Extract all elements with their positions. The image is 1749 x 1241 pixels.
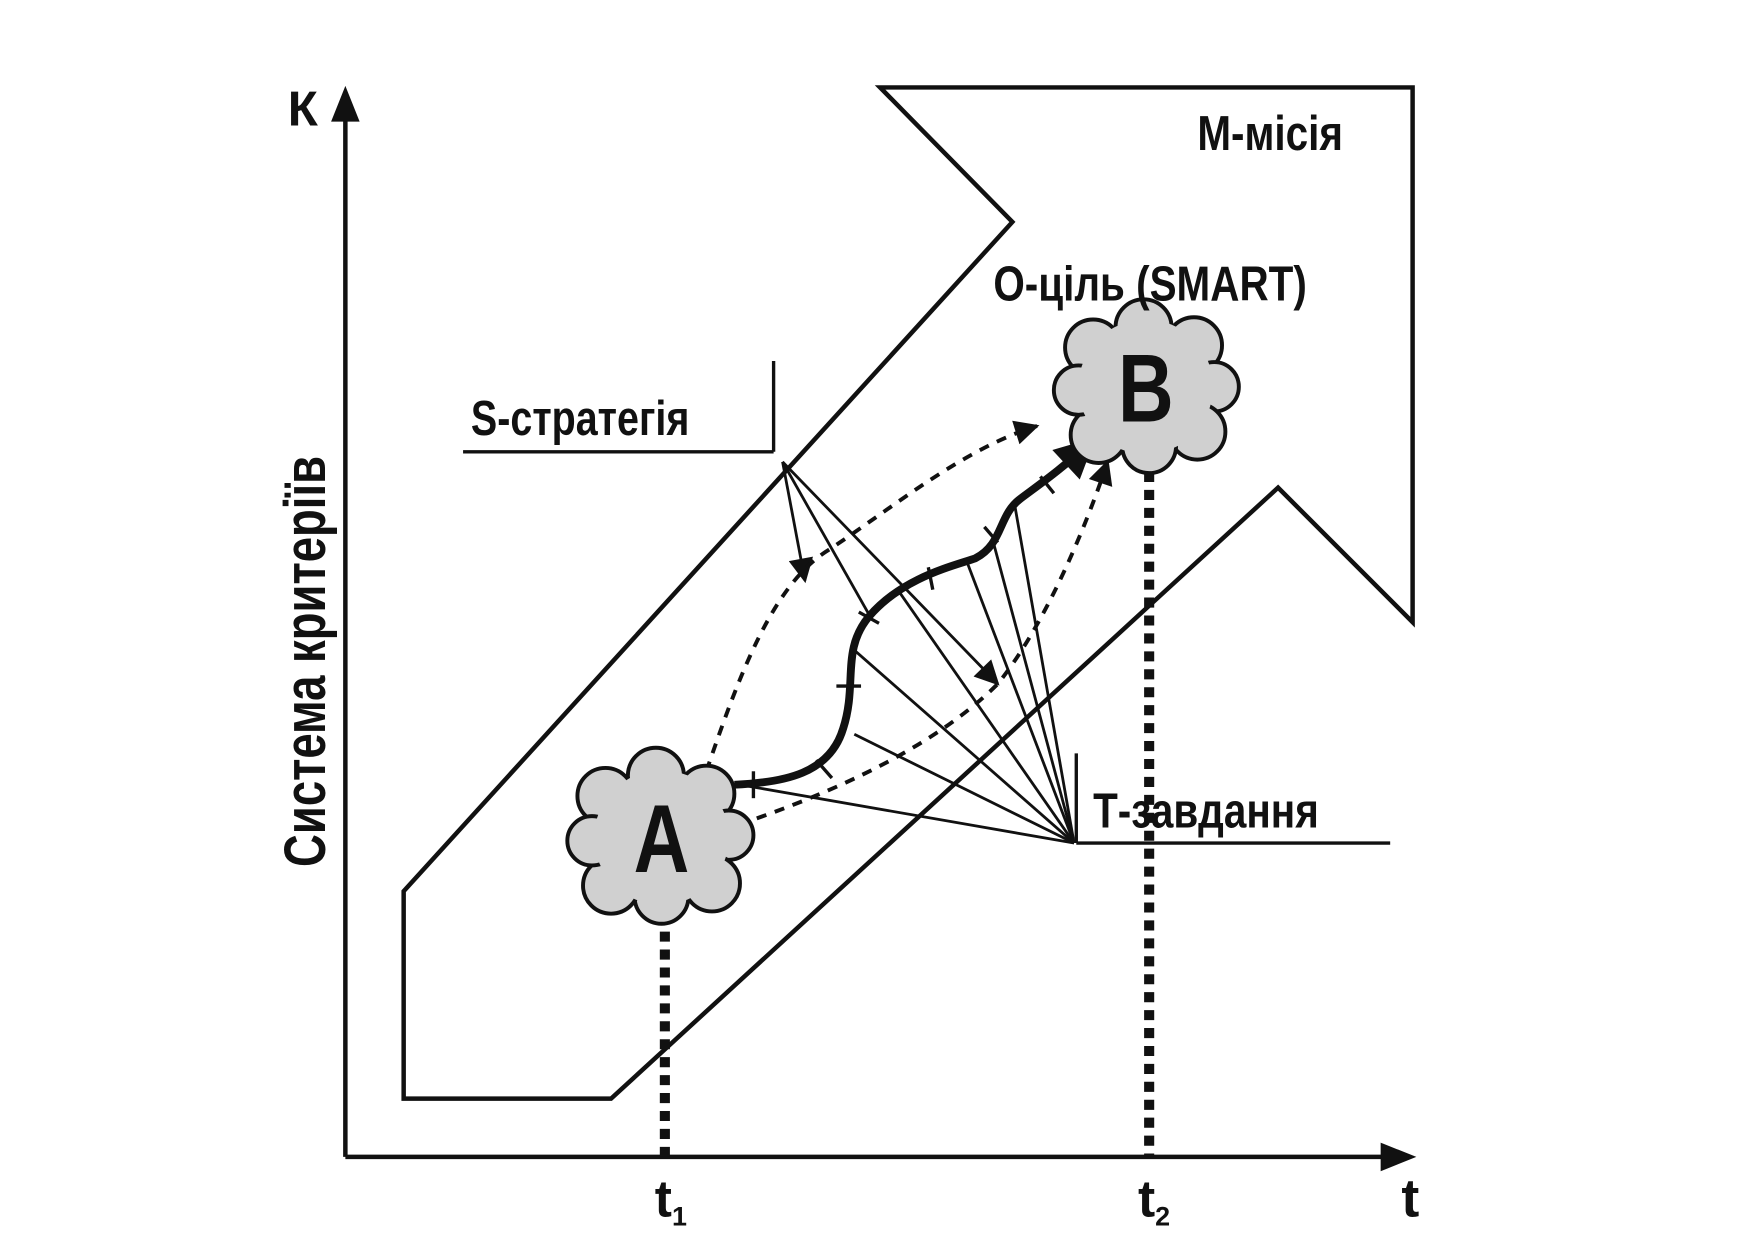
cloud-a xyxy=(565,745,756,926)
y-title: Система критеріїв xyxy=(274,456,339,867)
strategy-fan xyxy=(781,460,1000,686)
task-fan xyxy=(739,504,1076,845)
layout xyxy=(331,85,1417,1172)
alt-path xyxy=(756,459,1113,821)
y-arrow xyxy=(331,85,360,122)
task-label: Т-завдання xyxy=(1093,782,1319,838)
y-letter: К xyxy=(288,82,319,137)
mission-band xyxy=(401,85,1415,1101)
x-arrow xyxy=(1380,1142,1417,1172)
t2-label: t2 xyxy=(1138,1169,1170,1231)
t1-label: t1 xyxy=(655,1169,687,1231)
goal-label: О-ціль (SMART) xyxy=(993,256,1306,312)
t1-letter: t xyxy=(655,1169,672,1227)
main-path xyxy=(734,437,1096,789)
x-letter: t xyxy=(1401,1168,1419,1228)
t1-sub: 1 xyxy=(672,1201,687,1231)
alt-path xyxy=(704,420,1040,772)
t2-letter: t xyxy=(1138,1169,1155,1227)
t2-sub: 2 xyxy=(1155,1201,1170,1231)
mission-label: М-місія xyxy=(1197,105,1343,161)
node-a-label: A xyxy=(634,785,690,893)
strategy-label: S-стратегія xyxy=(471,392,689,446)
node-b-label: B xyxy=(1118,334,1174,442)
path-ticks xyxy=(751,475,1056,799)
cloud-b xyxy=(1051,297,1241,476)
